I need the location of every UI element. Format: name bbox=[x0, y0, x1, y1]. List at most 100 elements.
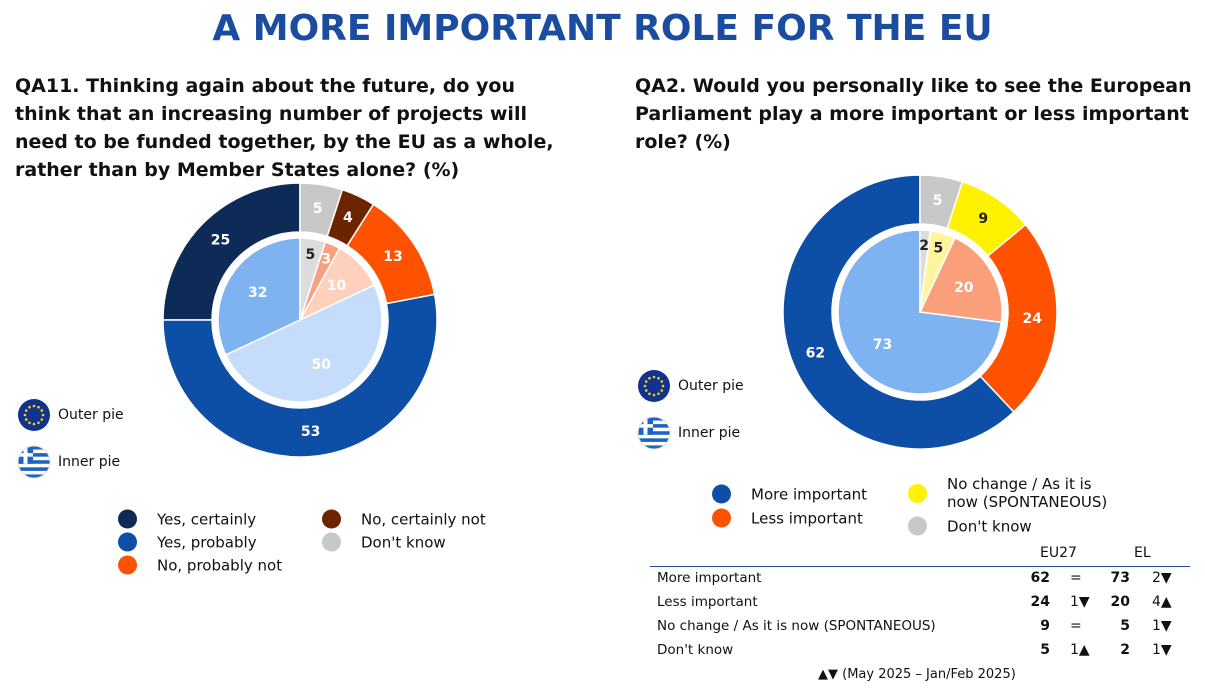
legend-swatch bbox=[908, 516, 927, 536]
flag-ring bbox=[17, 445, 51, 479]
legend-label: No change / As it is now (SPONTANEOUS) bbox=[947, 475, 1108, 511]
slice-label: 10 bbox=[327, 278, 347, 294]
slice-label: 9 bbox=[978, 211, 988, 227]
legend-item: No, certainly not bbox=[322, 509, 486, 529]
greece-flag-icon bbox=[17, 445, 51, 479]
legend-label: Yes, probably bbox=[157, 533, 257, 551]
flag-cross-v bbox=[23, 446, 28, 464]
row-label: Less important bbox=[657, 594, 758, 610]
table-note: ▲▼ (May 2025 – Jan/Feb 2025) bbox=[818, 667, 1016, 682]
slice-label: 62 bbox=[806, 345, 825, 361]
slice-label: 25 bbox=[211, 232, 230, 248]
eu27-change: 1▲ bbox=[1070, 642, 1090, 658]
greece-flag-icon bbox=[637, 416, 671, 450]
flag-star bbox=[23, 413, 27, 417]
flag-stripe bbox=[18, 467, 50, 471]
el-change: 1▼ bbox=[1152, 618, 1172, 634]
flag-stripe bbox=[18, 474, 50, 478]
legend-swatch bbox=[322, 532, 341, 552]
eu-flag-icon bbox=[638, 370, 670, 402]
flag-star bbox=[24, 409, 28, 412]
eu27-change: = bbox=[1070, 570, 1082, 586]
question-title: QA11. Thinking again about the future, d… bbox=[15, 75, 554, 181]
inner-slice bbox=[217, 237, 301, 356]
flag-star bbox=[660, 389, 664, 392]
outer-slice bbox=[162, 182, 301, 321]
slice-label: 5 bbox=[313, 201, 323, 217]
eu27-value: 24 bbox=[1030, 594, 1050, 610]
legend-label: Less important bbox=[751, 509, 863, 527]
legend-label: No, certainly not bbox=[361, 510, 486, 528]
legend-item: Don't know bbox=[908, 516, 1032, 536]
flag-stripe bbox=[638, 438, 670, 442]
legend-item: No change / As it is now (SPONTANEOUS) bbox=[908, 475, 1127, 511]
eu27-change: = bbox=[1070, 618, 1082, 634]
flag-stripe bbox=[18, 446, 50, 450]
slice-label: 50 bbox=[312, 357, 332, 373]
series-legend-label: Inner pie bbox=[678, 425, 741, 441]
slice-label: 3 bbox=[321, 251, 331, 267]
outer-slice bbox=[979, 223, 1058, 413]
flag-star bbox=[657, 392, 660, 396]
flag-star bbox=[28, 405, 31, 409]
legend-item: No, probably not bbox=[118, 555, 283, 575]
el-change: 4▲ bbox=[1152, 594, 1172, 610]
series-legend-label: Inner pie bbox=[58, 454, 121, 470]
flag-star bbox=[661, 384, 665, 388]
outer-slice bbox=[782, 174, 1015, 450]
question-title: QA2. Would you personally like to see th… bbox=[635, 75, 1192, 153]
flag-cross-v bbox=[643, 417, 648, 435]
legend-swatch bbox=[118, 509, 137, 529]
flag-stripe bbox=[18, 453, 50, 457]
eu-flag-icon bbox=[18, 399, 50, 431]
eu27-value: 62 bbox=[1030, 570, 1050, 586]
flag-star bbox=[657, 376, 660, 380]
legend-label: No, probably not bbox=[157, 556, 283, 574]
flag-star bbox=[32, 404, 36, 408]
legend-item: Yes, certainly bbox=[118, 509, 256, 529]
legend-item: Less important bbox=[712, 508, 863, 528]
outer-slice bbox=[162, 293, 438, 458]
flag-clip bbox=[18, 446, 50, 478]
flag-stripe bbox=[638, 431, 670, 435]
legend-item: Don't know bbox=[322, 532, 446, 552]
main-title: A MORE IMPORTANT ROLE FOR THE EU bbox=[212, 8, 993, 49]
legend-swatch bbox=[712, 484, 731, 504]
slice-label: 73 bbox=[873, 337, 892, 353]
inner-slice bbox=[918, 236, 1003, 324]
flag-disc bbox=[638, 370, 670, 402]
flag-star bbox=[660, 380, 664, 383]
table-header: EU27 bbox=[1040, 545, 1077, 561]
legend-item: Yes, probably bbox=[118, 532, 257, 552]
slice-label: 20 bbox=[954, 280, 974, 296]
slice-label: 2 bbox=[919, 238, 929, 254]
flag-star bbox=[644, 389, 648, 392]
outer-slice bbox=[919, 174, 964, 230]
series-legend-label: Outer pie bbox=[58, 407, 124, 423]
legend-swatch bbox=[712, 508, 731, 528]
slice-label: 5 bbox=[305, 247, 315, 263]
flag-star bbox=[37, 421, 40, 425]
flag-star bbox=[652, 375, 656, 379]
outer-slice bbox=[299, 182, 344, 238]
legend-item: More important bbox=[712, 484, 867, 504]
legend-label: Don't know bbox=[947, 517, 1032, 535]
el-value: 2 bbox=[1120, 642, 1130, 658]
el-value: 73 bbox=[1110, 570, 1130, 586]
flag-star bbox=[648, 392, 651, 396]
legend-swatch bbox=[908, 483, 927, 503]
flag-ring bbox=[637, 416, 671, 450]
flag-stripe bbox=[638, 445, 670, 449]
flag-star bbox=[37, 405, 40, 409]
flag-star bbox=[643, 384, 647, 388]
legend-swatch bbox=[118, 532, 137, 552]
flag-star bbox=[32, 422, 36, 426]
slice-label: 53 bbox=[301, 424, 320, 440]
flag-star bbox=[40, 418, 44, 421]
table-rule bbox=[650, 566, 1190, 567]
slice-label: 13 bbox=[383, 249, 402, 265]
slice-label: 5 bbox=[933, 193, 943, 209]
slice-label: 32 bbox=[248, 285, 267, 301]
